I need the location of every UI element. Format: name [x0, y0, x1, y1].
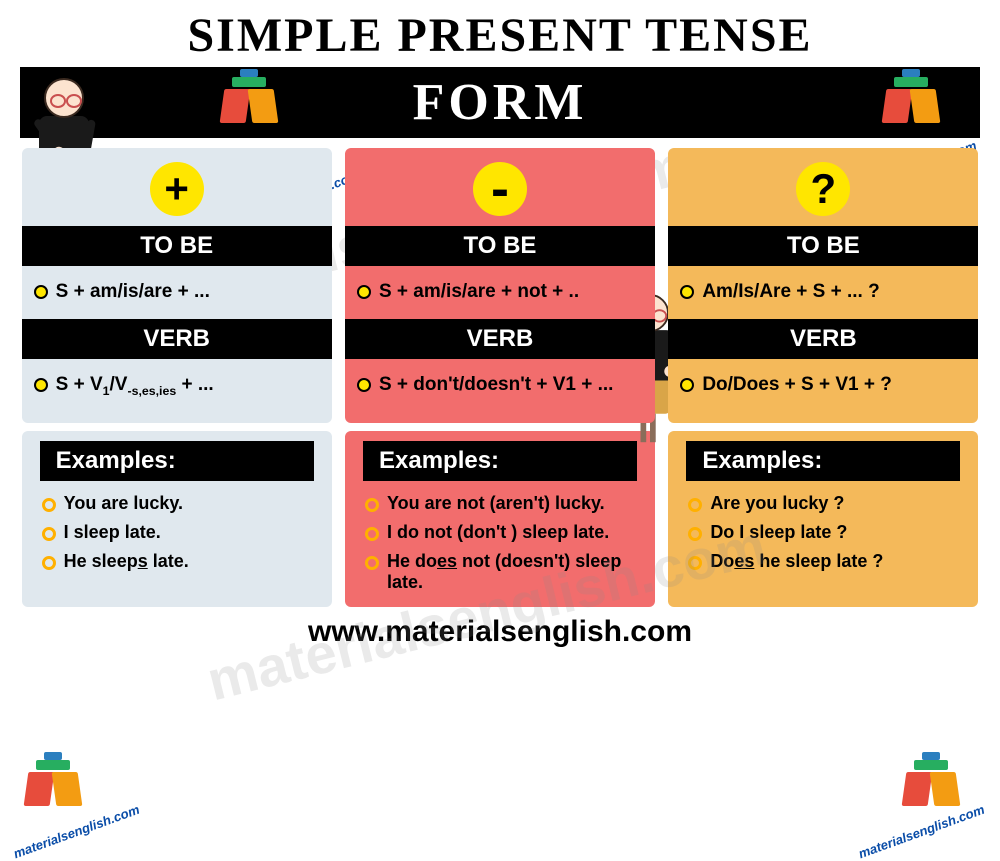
example-item: Do I sleep late ? [668, 518, 978, 547]
plus-symbol: + [150, 162, 204, 216]
rule-text: Am/Is/Are + S + ... ? [668, 266, 978, 319]
bullet-icon [365, 527, 379, 541]
footer-url: www.materialsenglish.com [0, 607, 1000, 657]
bullet-icon [42, 498, 56, 512]
minus-symbol: - [473, 162, 527, 216]
rule-content: S + am/is/are + not + .. [379, 280, 579, 305]
bullet-icon [688, 527, 702, 541]
positive-examples: Examples: You are lucky. I sleep late. H… [22, 431, 332, 607]
rule-content: S + am/is/are + ... [56, 280, 210, 305]
bullet-icon [365, 556, 379, 570]
section-to-be: TO BE [668, 226, 978, 266]
bullet-icon [34, 285, 48, 299]
bullet-icon [680, 285, 694, 299]
section-verb: VERB [22, 319, 332, 359]
rule-content: Do/Does + S + V1 + ? [702, 373, 892, 398]
example-item: You are not (aren't) lucky. [345, 489, 655, 518]
book-icon [24, 766, 82, 811]
section-to-be: TO BE [22, 226, 332, 266]
bullet-icon [688, 498, 702, 512]
columns-container: + TO BE S + am/is/are + ... VERB S + V1/… [0, 138, 1000, 423]
example-item: I do not (don't ) sleep late. [345, 518, 655, 547]
page-title: SIMPLE PRESENT TENSE [0, 0, 1000, 67]
section-verb: VERB [345, 319, 655, 359]
rule-text: Do/Does + S + V1 + ? [668, 359, 978, 412]
examples-header: Examples: [686, 441, 960, 481]
book-icon [902, 766, 960, 811]
symbol-row: - [345, 148, 655, 226]
negative-examples: Examples: You are not (aren't) lucky. I … [345, 431, 655, 607]
bullet-icon [34, 378, 48, 392]
examples-header: Examples: [363, 441, 637, 481]
banner-text: FORM [413, 74, 588, 131]
example-item: You are lucky. [22, 489, 332, 518]
rule-text: S + don't/doesn't + V1 + ... [345, 359, 655, 412]
bullet-icon [688, 556, 702, 570]
rule-content: Am/Is/Are + S + ... ? [702, 280, 879, 305]
book-icon [882, 77, 940, 136]
rule-content: S + V1/V-s,es,ies + ... [56, 373, 214, 399]
example-item: I sleep late. [22, 518, 332, 547]
negative-card: - TO BE S + am/is/are + not + .. VERB S … [345, 148, 655, 423]
examples-container: Examples: You are lucky. I sleep late. H… [0, 423, 1000, 607]
example-item: He does not (doesn't) sleep late. [345, 547, 655, 597]
example-item: He sleeps late. [22, 547, 332, 576]
form-banner: FORM [20, 67, 980, 138]
rule-content: S + don't/doesn't + V1 + ... [379, 373, 613, 398]
example-item: Are you lucky ? [668, 489, 978, 518]
question-examples: Examples: Are you lucky ? Do I sleep lat… [668, 431, 978, 607]
book-icon [220, 77, 278, 136]
question-symbol: ? [796, 162, 850, 216]
examples-header: Examples: [40, 441, 314, 481]
section-to-be: TO BE [345, 226, 655, 266]
bullet-icon [42, 556, 56, 570]
question-card: ? TO BE Am/Is/Are + S + ... ? VERB Do/Do… [668, 148, 978, 423]
section-verb: VERB [668, 319, 978, 359]
rule-text: S + am/is/are + ... [22, 266, 332, 319]
symbol-row: + [22, 148, 332, 226]
bullet-icon [365, 498, 379, 512]
example-item: Does he sleep late ? [668, 547, 978, 576]
rule-text: S + V1/V-s,es,ies + ... [22, 359, 332, 413]
bullet-icon [680, 378, 694, 392]
positive-card: + TO BE S + am/is/are + ... VERB S + V1/… [22, 148, 332, 423]
bullet-icon [357, 378, 371, 392]
symbol-row: ? [668, 148, 978, 226]
bullet-icon [42, 527, 56, 541]
rule-text: S + am/is/are + not + .. [345, 266, 655, 319]
bullet-icon [357, 285, 371, 299]
